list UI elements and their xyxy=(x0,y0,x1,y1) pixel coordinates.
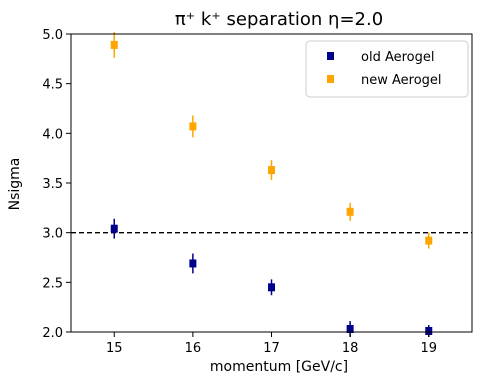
data-point-new-aerogel xyxy=(425,236,433,245)
y-tick-label: 3.0 xyxy=(42,227,63,242)
x-tick-label: 15 xyxy=(106,341,123,356)
y-tick-label: 2.5 xyxy=(42,276,63,291)
x-axis-label: momentum [GeV/c] xyxy=(210,359,348,375)
legend: old Aerogel new Aerogel xyxy=(305,40,469,98)
data-point-new-aerogel xyxy=(268,166,275,175)
y-tick-label: 4.0 xyxy=(42,127,63,142)
x-axis: 15 16 17 18 19 xyxy=(106,332,437,356)
data-point-old-aerogel xyxy=(346,325,354,334)
data-point-old-aerogel xyxy=(189,259,197,268)
legend-marker-new-aerogel xyxy=(327,75,334,83)
x-tick-label: 19 xyxy=(420,341,437,356)
x-tick-label: 18 xyxy=(342,341,359,356)
chart-title: π⁺ k⁺ separation η=2.0 xyxy=(175,9,383,30)
legend-box xyxy=(305,40,469,98)
data-point-old-aerogel xyxy=(110,224,118,233)
plot-area xyxy=(71,32,472,337)
y-tick-label: 4.5 xyxy=(42,78,63,93)
y-tick-label: 5.0 xyxy=(42,28,63,43)
legend-label-new-aerogel: new Aerogel xyxy=(361,73,442,88)
data-point-new-aerogel xyxy=(189,122,197,131)
legend-label-old-aerogel: old Aerogel xyxy=(361,50,435,65)
y-tick-label: 3.5 xyxy=(42,177,63,192)
y-axis-label: Nsigma xyxy=(7,158,23,211)
data-point-old-aerogel xyxy=(425,327,433,336)
x-tick-label: 16 xyxy=(185,341,202,356)
y-axis: 2.0 2.5 3.0 3.5 4.0 4.5 5.0 xyxy=(42,28,71,341)
legend-marker-old-aerogel xyxy=(327,52,334,60)
data-point-new-aerogel xyxy=(346,207,354,216)
data-point-new-aerogel xyxy=(110,40,118,49)
x-tick-label: 17 xyxy=(263,341,280,356)
data-point-old-aerogel xyxy=(268,283,275,292)
y-tick-label: 2.0 xyxy=(42,326,63,341)
